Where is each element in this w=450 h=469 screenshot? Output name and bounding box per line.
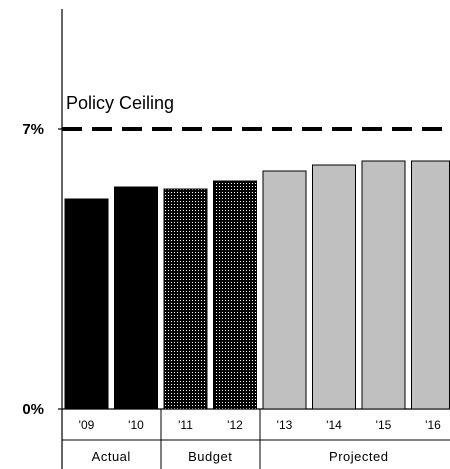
y-tick-label: 0% (22, 401, 44, 418)
bar-13 (263, 171, 306, 409)
y-tick-label: 7% (22, 121, 44, 138)
x-tick-label: '10 (128, 418, 144, 432)
x-tick-label: '16 (425, 418, 441, 432)
x-tick-label: '09 (79, 418, 95, 432)
group-label-projected: Projected (329, 449, 388, 464)
bar-11 (164, 189, 207, 409)
group-label-actual: Actual (92, 449, 131, 464)
bar-12 (214, 181, 257, 409)
bar-10 (115, 187, 158, 409)
bar-14 (313, 165, 356, 409)
policy-ceiling-label: Policy Ceiling (66, 93, 174, 113)
x-tick-label: '13 (277, 418, 293, 432)
x-tick-label: '11 (178, 418, 193, 432)
bar-09 (65, 199, 108, 409)
x-tick-label: '12 (227, 418, 243, 432)
bar-15 (362, 161, 405, 409)
x-tick-label: '15 (376, 418, 392, 432)
bar-16 (412, 161, 450, 409)
group-label-budget: Budget (188, 449, 232, 464)
x-tick-label: '14 (326, 418, 342, 432)
